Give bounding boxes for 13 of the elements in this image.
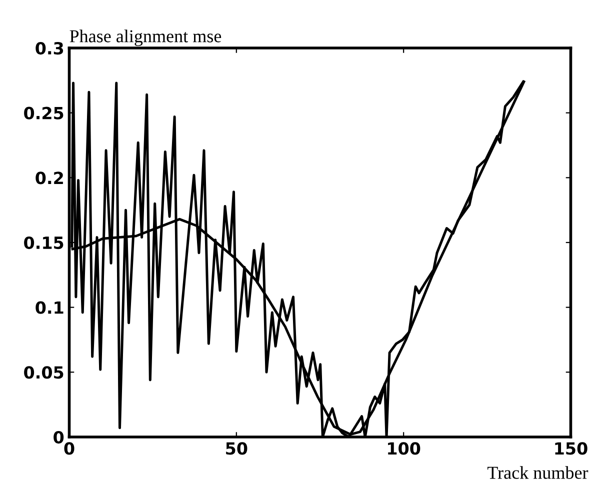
x-tick-label: 0 [64, 442, 74, 455]
y-tick-label: 0.25 [24, 106, 64, 120]
x-axis-title: Track number [487, 466, 588, 479]
x-tick-label: 150 [555, 442, 588, 455]
y-tick-label: 0.2 [36, 172, 63, 184]
y-tick-label: 0.15 [24, 236, 64, 250]
y-tick-label: 0.05 [24, 366, 64, 379]
x-tick-label: 50 [226, 442, 248, 455]
y-axis-title: Phase alignment mse [70, 30, 222, 46]
x-tick-label: 100 [388, 442, 420, 455]
y-tick-label: 0 [54, 430, 64, 444]
y-tick-label: 0.3 [36, 42, 64, 55]
y-tick-label: 0.1 [36, 301, 64, 314]
